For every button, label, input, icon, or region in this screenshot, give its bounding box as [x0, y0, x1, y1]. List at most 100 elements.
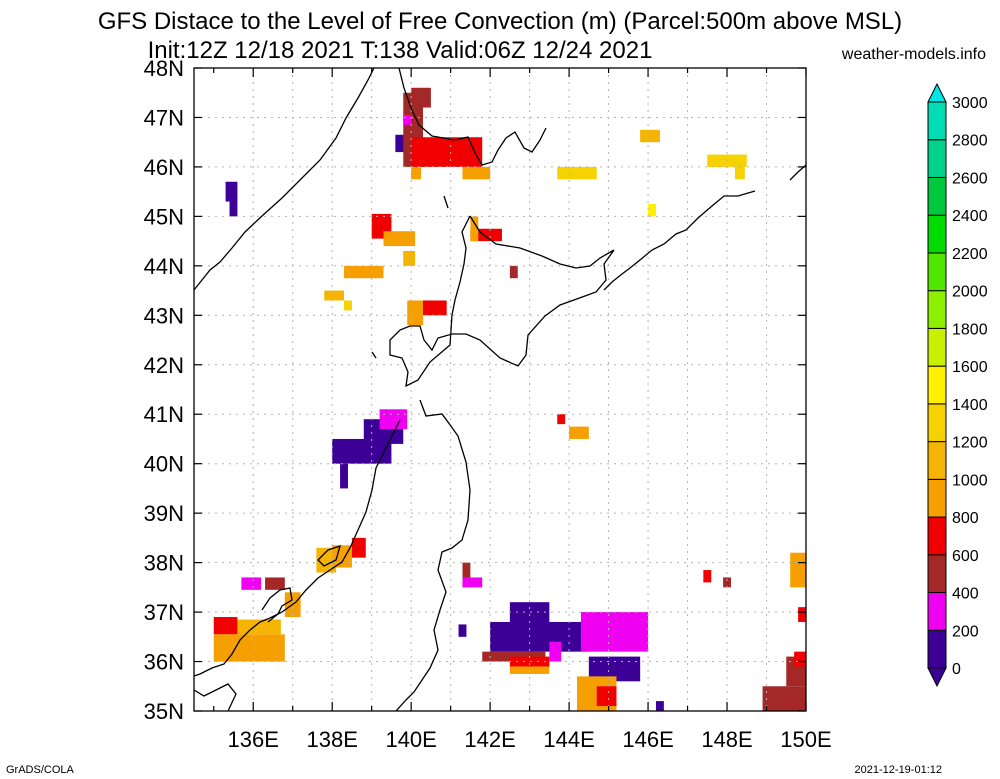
lfc-patch: [340, 463, 348, 489]
colorbar-label: 1400: [952, 397, 988, 414]
colorbar-segment: [927, 554, 947, 594]
lat-label: 40N: [144, 452, 184, 477]
lfc-patch: [596, 686, 617, 707]
colorbar-label: 1000: [952, 472, 988, 489]
lfc-patch: [344, 300, 352, 311]
lat-label: 35N: [144, 699, 184, 724]
lon-label: 146E: [622, 727, 673, 752]
lon-label: 144E: [543, 727, 594, 752]
lat-label: 39N: [144, 501, 184, 526]
lfc-patch: [265, 577, 285, 590]
lfc-patch: [213, 617, 238, 635]
lon-label: 136E: [228, 727, 279, 752]
colorbar-segment: [927, 516, 947, 556]
lat-label: 37N: [144, 600, 184, 625]
colorbar-label: 2000: [952, 284, 988, 301]
colorbar-label: 2200: [952, 246, 988, 263]
colorbar-label: 200: [952, 623, 979, 640]
latitude-labels: 35N 36N 37N 38N 39N 40N 41N 42N 43N 44N 45N 46N 47N 4…: [144, 56, 184, 724]
lat-label: 43N: [144, 303, 184, 328]
lfc-patch: [383, 231, 416, 247]
lfc-patch: [379, 409, 408, 430]
lfc-patch: [790, 552, 806, 588]
lfc-patch: [225, 181, 238, 202]
lfc-patch: [509, 265, 518, 279]
colorbar-segment: [927, 214, 947, 254]
lfc-patch: [580, 612, 649, 652]
coastline-noto: [261, 587, 293, 623]
plot-frame: [193, 67, 807, 712]
lfc-patch: [462, 562, 471, 588]
longitude-labels: 136E 138E 140E 142E 144E 146E 148E 150E: [228, 727, 832, 752]
lfc-patch: [723, 577, 731, 588]
lfc-patch: [411, 87, 431, 108]
colorbar-segment: [927, 441, 947, 480]
coastline-kurils: [603, 190, 756, 291]
lfc-patch: [470, 216, 479, 242]
lfc-patch: [557, 414, 566, 425]
lat-label: 48N: [144, 56, 184, 81]
lfc-patch: [655, 701, 664, 711]
colorbar-label: 800: [952, 510, 979, 527]
lfc-patch: [458, 624, 467, 637]
colorbar-segment: [927, 252, 947, 292]
lfc-patch: [407, 300, 424, 326]
colorbar-label: 3000: [952, 95, 988, 112]
lfc-patch: [403, 251, 416, 266]
coastline-kyushu-shore: [194, 683, 237, 711]
lfc-patch: [557, 166, 597, 180]
colorbar-segment: [927, 592, 947, 631]
lfc-patch: [734, 166, 745, 180]
lfc-patch: [241, 577, 262, 590]
lat-label: 47N: [144, 105, 184, 130]
lfc-patch: [762, 686, 806, 711]
coastline-okushiri: [371, 351, 377, 359]
lfc-patch: [423, 300, 447, 316]
coastline-honshu-east: [395, 399, 471, 711]
lfc-patch: [351, 537, 366, 558]
lfc-patch: [411, 166, 422, 180]
coastline-honshu-west: [194, 419, 401, 677]
colorbar-segment: [927, 629, 947, 669]
colorbar-label: 2400: [952, 208, 988, 225]
lon-label: 138E: [306, 727, 357, 752]
lon-label: 142E: [464, 727, 515, 752]
site-credit: weather-models.info: [841, 46, 986, 63]
lat-label: 36N: [144, 650, 184, 675]
colorbar-segment: [927, 327, 947, 367]
lon-label: 148E: [701, 727, 752, 752]
lfc-patch: [237, 619, 281, 635]
axis-ticks: [194, 67, 807, 712]
colorbar-segment: [927, 101, 947, 141]
colorbar-label: 1800: [952, 321, 988, 338]
colorbar-max-arrow: [927, 82, 947, 103]
lat-label: 38N: [144, 551, 184, 576]
colorbar-min-arrow: [927, 667, 947, 688]
colorbar-label: 1600: [952, 359, 988, 376]
lon-label: 150E: [780, 727, 831, 752]
colorbar-segment: [927, 365, 947, 405]
coastline-hokkaido: [389, 215, 615, 388]
lfc-field: [213, 87, 806, 711]
colorbar-label: 0: [952, 661, 961, 678]
lfc-patch: [640, 129, 660, 143]
lat-label: 42N: [144, 353, 184, 378]
lat-label: 46N: [144, 155, 184, 180]
colorbar-segment: [927, 139, 947, 178]
colorbar-segment: [927, 176, 947, 216]
lfc-patch: [462, 577, 483, 588]
lfc-patch: [229, 201, 238, 217]
lfc-patch: [794, 651, 806, 667]
coastline-sakhalin: [398, 68, 547, 166]
colorbar-segment: [927, 290, 947, 329]
coastline-rishiri: [443, 195, 449, 209]
lfc-patch: [509, 656, 550, 667]
footer-credit: GrADS/COLA: [6, 764, 74, 776]
lfc-patch: [324, 290, 345, 301]
coastlines: [194, 68, 806, 711]
lfc-patch: [798, 607, 806, 622]
lfc-patch: [549, 641, 562, 662]
colorbar-label: 2600: [952, 170, 988, 187]
lfc-patch: [213, 634, 285, 662]
